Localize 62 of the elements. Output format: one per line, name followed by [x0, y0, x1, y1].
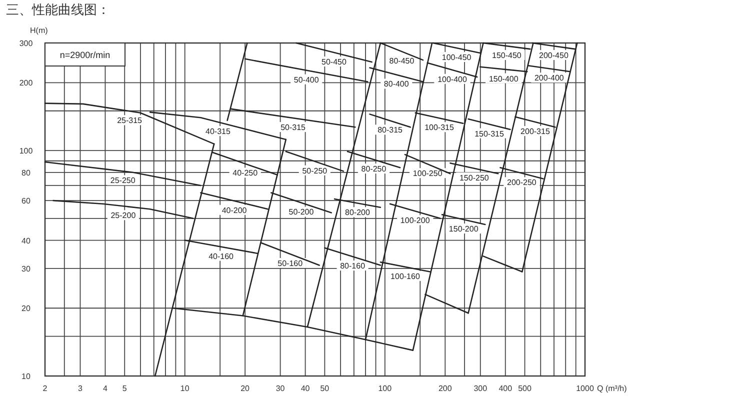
x-tick-label: 5	[122, 384, 128, 393]
series-label: 80-400	[384, 80, 410, 89]
y-tick-label: 40	[22, 236, 31, 246]
series-label: 100-315	[424, 123, 454, 132]
x-tick-label: 500	[518, 384, 532, 393]
x-tick-label: 1000	[576, 384, 594, 393]
series-label: 25-315	[117, 116, 143, 126]
y-tick-label: 300	[19, 39, 34, 48]
series-label: 50-250	[302, 166, 328, 176]
y-tick-label: 20	[22, 304, 31, 314]
series-label: 80-450	[389, 56, 415, 66]
series-label: 40-315	[206, 127, 231, 136]
x-tick-label: 400	[498, 384, 513, 393]
x-tick-label: 200	[438, 384, 452, 393]
series-label: 80-315	[378, 126, 404, 135]
series-label: 100-160	[390, 272, 420, 281]
x-tick-label: 40	[300, 384, 310, 393]
y-tick-label: 80	[22, 168, 31, 178]
x-tick-label: 4	[103, 384, 108, 393]
series-label: 50-200	[288, 208, 314, 217]
series-label: 100-200	[400, 216, 430, 226]
series-label: 25-200	[110, 211, 136, 220]
series-label: 50-315	[280, 123, 306, 132]
x-tick-label: 30	[276, 384, 286, 393]
x-tick-label: 100	[378, 384, 392, 393]
x-tick-label: 50	[320, 384, 330, 393]
chart-title: 三、性能曲线图：	[6, 2, 110, 17]
series-label: 150-400	[488, 74, 519, 84]
series-label: 50-160	[278, 258, 304, 268]
series-label: 150-450	[492, 51, 522, 60]
series-label: 200-450	[539, 51, 569, 60]
series-label: 200-315	[520, 127, 550, 136]
series-label: 80-250	[361, 164, 387, 174]
series-label: 100-450	[442, 52, 472, 62]
x-tick-label: 10	[180, 384, 190, 393]
series-label: 100-400	[438, 74, 468, 84]
series-label: 80-160	[340, 262, 366, 271]
series-label: 40-250	[232, 168, 258, 178]
y-tick-label: 200	[19, 78, 34, 88]
series-label: 40-200	[222, 206, 248, 215]
series-label: 100-250	[412, 169, 443, 178]
annotation: n=2900r/min	[60, 50, 110, 60]
y-tick-label: 10	[22, 372, 31, 381]
series-label: 50-400	[294, 75, 320, 84]
x-axis-title: Q (m³/h)	[597, 384, 628, 393]
series-label: 150-200	[448, 224, 479, 234]
series-label: 150-250	[459, 173, 490, 182]
y-tick-label: 100	[19, 146, 34, 156]
x-tick-label: 300	[474, 384, 488, 393]
series-label: 25-250	[110, 176, 136, 186]
series-label: 200-400	[534, 74, 564, 83]
y-tick-label: 30	[22, 264, 31, 274]
series-label: 50-450	[322, 58, 347, 67]
series-label: 150-315	[474, 129, 504, 138]
y-axis-title: H(m)	[30, 26, 48, 35]
y-tick-label: 60	[22, 196, 31, 206]
x-tick-label: 20	[240, 384, 250, 393]
x-tick-label: 2	[42, 384, 48, 393]
x-tick-label: 3	[78, 384, 84, 393]
series-label: 80-200	[345, 208, 371, 218]
series-label: 200-250	[507, 178, 537, 188]
series-label: 40-160	[208, 252, 234, 261]
